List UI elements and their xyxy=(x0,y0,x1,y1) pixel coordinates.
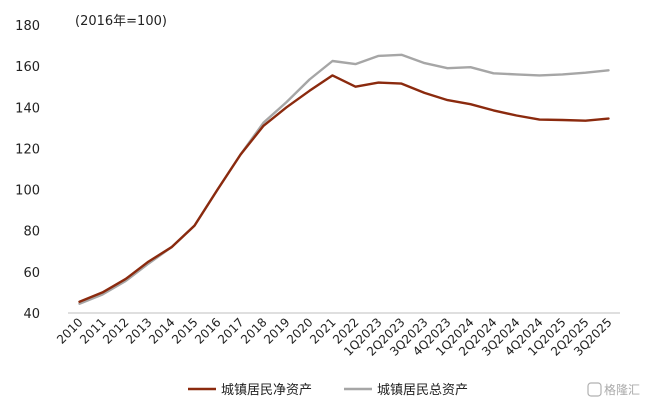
legend-label: 城镇居民总资产 xyxy=(377,383,468,398)
y-axis: 40 60 80 100 120 140 160 180 xyxy=(15,19,40,322)
plot-area xyxy=(78,53,610,305)
y-tick-label: 100 xyxy=(15,184,40,199)
x-tick-label: 2010 xyxy=(54,315,85,346)
x-tick-label: 2020 xyxy=(284,315,315,346)
x-tick-label: 2021 xyxy=(307,315,338,346)
y-tick-label: 40 xyxy=(23,307,40,322)
x-tick-label: 2015 xyxy=(169,315,200,346)
y-tick-label: 140 xyxy=(15,101,40,116)
series-line-total-assets xyxy=(78,53,610,305)
x-tick-label: 2019 xyxy=(261,315,292,346)
x-tick-label: 2012 xyxy=(100,315,131,346)
y-tick-label: 80 xyxy=(23,225,40,240)
x-tick-label: 2011 xyxy=(77,315,108,346)
y-tick-label: 120 xyxy=(15,142,40,157)
x-tick-label: 2014 xyxy=(146,315,177,346)
x-axis: 2010201120122013201420152016201720182019… xyxy=(54,312,620,359)
x-tick-label: 2016 xyxy=(192,315,223,346)
y-tick-label: 160 xyxy=(15,60,40,75)
y-tick-label: 180 xyxy=(15,19,40,34)
series-line-net-assets xyxy=(78,74,610,303)
y-unit-label: (2016年=100) xyxy=(75,14,167,29)
watermark-logo-icon xyxy=(587,382,602,397)
watermark: 格隆汇 xyxy=(587,382,640,397)
watermark-text: 格隆汇 xyxy=(604,382,640,397)
y-tick-label: 60 xyxy=(23,266,40,281)
x-tick-label: 2013 xyxy=(123,315,154,346)
legend: 城镇居民净资产 城镇居民总资产 xyxy=(188,383,468,398)
legend-label: 城镇居民净资产 xyxy=(221,383,312,398)
x-tick-label: 2017 xyxy=(215,315,246,346)
x-tick-label: 2018 xyxy=(238,315,269,346)
